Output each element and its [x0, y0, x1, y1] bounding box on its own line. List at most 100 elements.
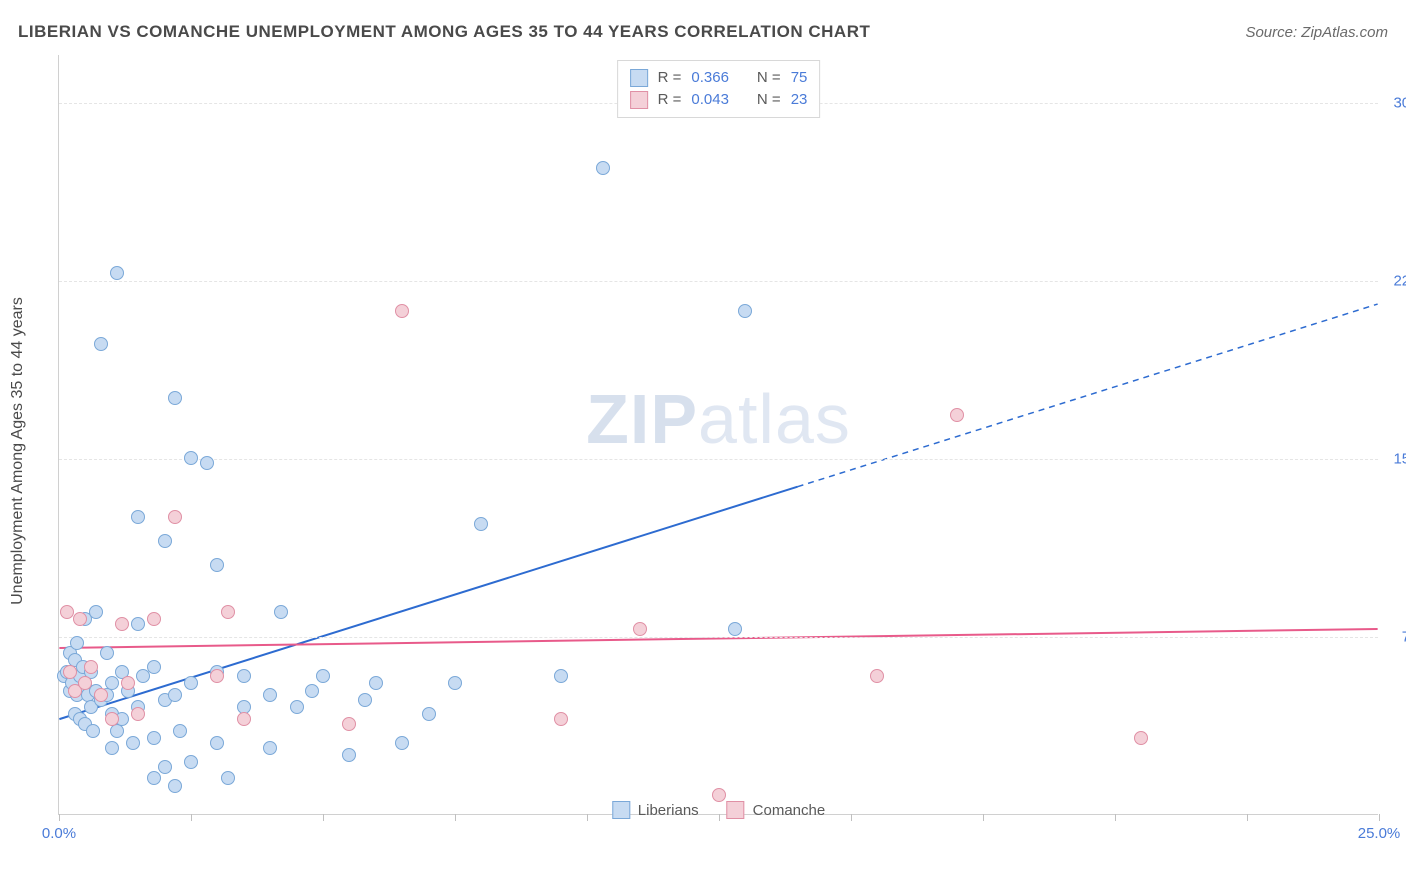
data-point	[237, 712, 251, 726]
data-point	[105, 712, 119, 726]
data-point	[358, 693, 372, 707]
data-point	[158, 760, 172, 774]
y-tick-label: 7.5%	[1402, 628, 1406, 645]
data-point	[147, 771, 161, 785]
data-point	[342, 748, 356, 762]
data-point	[221, 771, 235, 785]
legend-series-item: Comanche	[727, 801, 826, 819]
x-tick	[1379, 814, 1380, 821]
data-point	[950, 408, 964, 422]
data-point	[121, 676, 135, 690]
legend-stats: R =0.366N =75R =0.043N =23	[617, 60, 821, 118]
data-point	[73, 612, 87, 626]
data-point	[1134, 731, 1148, 745]
legend-series: Liberians Comanche	[612, 801, 825, 819]
data-point	[210, 669, 224, 683]
data-point	[738, 304, 752, 318]
data-point	[115, 617, 129, 631]
data-point	[184, 676, 198, 690]
data-point	[870, 669, 884, 683]
legend-r-value: 0.366	[691, 67, 729, 89]
data-point	[105, 741, 119, 755]
data-point	[126, 736, 140, 750]
data-point	[263, 741, 277, 755]
data-point	[422, 707, 436, 721]
data-point	[84, 660, 98, 674]
x-tick	[1115, 814, 1116, 821]
y-axis-label: Unemployment Among Ages 35 to 44 years	[9, 297, 27, 605]
data-point	[60, 605, 74, 619]
y-tick-label: 30.0%	[1393, 94, 1406, 111]
legend-swatch	[612, 801, 630, 819]
trend-lines	[59, 55, 1378, 814]
data-point	[369, 676, 383, 690]
data-point	[89, 605, 103, 619]
data-point	[712, 788, 726, 802]
legend-stat-row: R = 0.043 N = 23	[630, 89, 808, 111]
data-point	[78, 676, 92, 690]
data-point	[105, 676, 119, 690]
legend-swatch	[727, 801, 745, 819]
data-point	[168, 391, 182, 405]
legend-n-value: 23	[791, 89, 808, 111]
x-tick-label: 25.0%	[1358, 825, 1401, 842]
source-attribution: Source: ZipAtlas.com	[1245, 24, 1388, 41]
data-point	[94, 688, 108, 702]
data-point	[554, 712, 568, 726]
trend-line-solid	[59, 629, 1377, 648]
data-point	[173, 724, 187, 738]
legend-swatch	[630, 69, 648, 87]
data-point	[596, 161, 610, 175]
data-point	[158, 534, 172, 548]
data-point	[221, 605, 235, 619]
y-tick-label: 15.0%	[1393, 450, 1406, 467]
gridline	[59, 637, 1378, 638]
data-point	[70, 636, 84, 650]
x-tick	[323, 814, 324, 821]
data-point	[395, 736, 409, 750]
data-point	[554, 669, 568, 683]
gridline	[59, 459, 1378, 460]
data-point	[184, 755, 198, 769]
data-point	[200, 456, 214, 470]
data-point	[147, 612, 161, 626]
data-point	[131, 617, 145, 631]
data-point	[237, 669, 251, 683]
gridline	[59, 281, 1378, 282]
legend-n-label: N =	[757, 89, 781, 111]
legend-series-item: Liberians	[612, 801, 699, 819]
legend-swatch	[630, 91, 648, 109]
legend-series-label: Liberians	[638, 802, 699, 819]
x-tick	[587, 814, 588, 821]
data-point	[131, 707, 145, 721]
data-point	[274, 605, 288, 619]
legend-r-label: R =	[658, 89, 682, 111]
y-tick-label: 22.5%	[1393, 272, 1406, 289]
data-point	[728, 622, 742, 636]
data-point	[86, 724, 100, 738]
data-point	[448, 676, 462, 690]
data-point	[263, 688, 277, 702]
data-point	[168, 688, 182, 702]
scatter-plot: ZIPatlas R =0.366N =75R =0.043N =23 Libe…	[58, 55, 1378, 815]
data-point	[210, 736, 224, 750]
data-point	[210, 558, 224, 572]
data-point	[342, 717, 356, 731]
data-point	[633, 622, 647, 636]
data-point	[305, 684, 319, 698]
legend-r-label: R =	[658, 67, 682, 89]
data-point	[100, 646, 114, 660]
data-point	[147, 731, 161, 745]
x-tick	[1247, 814, 1248, 821]
data-point	[316, 669, 330, 683]
data-point	[63, 665, 77, 679]
x-tick	[59, 814, 60, 821]
x-tick	[455, 814, 456, 821]
x-tick	[851, 814, 852, 821]
data-point	[110, 266, 124, 280]
legend-r-value: 0.043	[691, 89, 729, 111]
x-tick	[983, 814, 984, 821]
legend-series-label: Comanche	[753, 802, 826, 819]
data-point	[290, 700, 304, 714]
x-tick-label: 0.0%	[42, 825, 76, 842]
